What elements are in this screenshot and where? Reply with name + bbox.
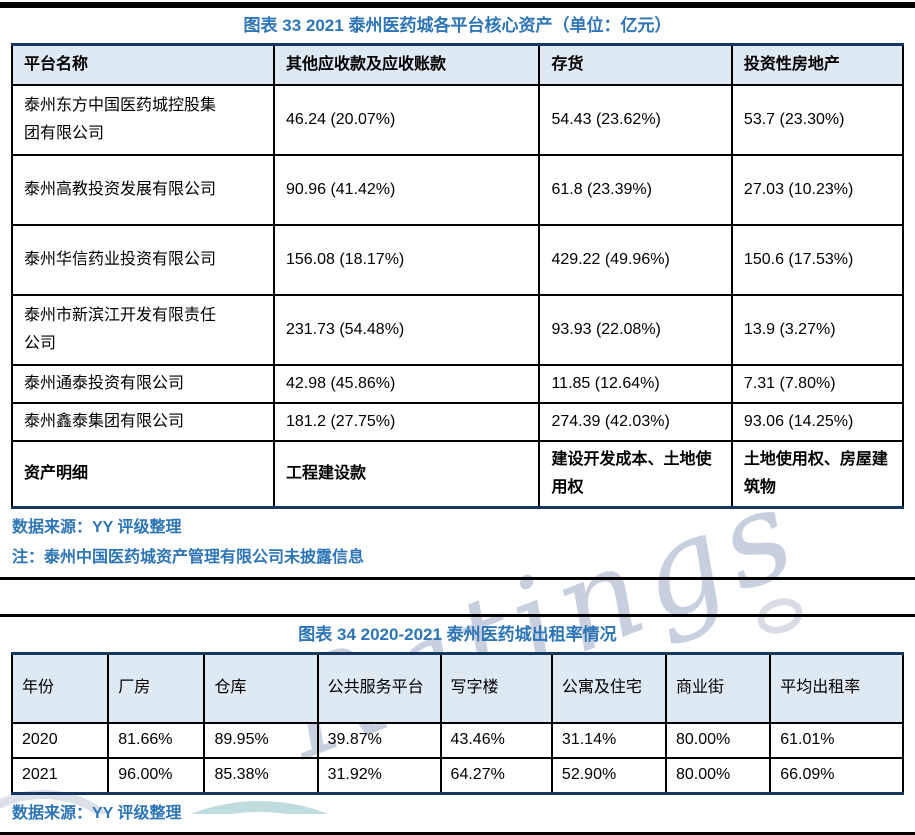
table-cell: 274.39 (42.03%) <box>538 401 733 442</box>
column-header: 其他应收款及应收账款 <box>272 43 541 86</box>
table-cell: 31.92% <box>316 756 442 795</box>
column-header: 存货 <box>538 43 733 86</box>
table-cell: 泰州鑫泰集团有限公司 <box>11 401 275 442</box>
figure-34-block: 图表 34 2020-2021 泰州医药城出租率情况 年份 厂房 仓库 公共服务平台写… <box>0 613 915 835</box>
table-cell: 42.98 (45.86%) <box>272 363 541 404</box>
occupancy-rate-table: 年份 厂房 仓库 公共服务平台 写字楼 公寓及住宅 商业街 平均出租率 2020 81.66% 89… <box>10 651 904 795</box>
header-row: 平台名称 其他应收款及应收账款 存货 投资性房地产 <box>11 43 905 86</box>
section-gap <box>0 580 915 614</box>
top-divider-rule <box>0 2 915 8</box>
table-cell: 52.90% <box>550 756 667 795</box>
table-cell: 2020 <box>10 722 110 759</box>
table-cell: 2021 <box>10 756 110 795</box>
table-cell: 建设开发成本、土地使用权 <box>538 439 733 508</box>
table-cell: 46.24 (20.07%) <box>272 83 541 156</box>
table-cell: 429.22 (49.96%) <box>538 223 733 296</box>
table-cell: 43.46% <box>439 722 553 759</box>
figure-34-title: 图表 34 2020-2021 泰州医药城出租率情况 <box>298 624 617 644</box>
table-cell: 泰州市新滨江开发有限责任公司 <box>11 293 275 366</box>
data-source-note: 数据来源：YY 评级整理 <box>12 518 182 536</box>
core-assets-table: 平台名称 其他应收款及应收账款 存货 投资性房地产 泰州东方中国医药城控股集团有限公司 4… <box>11 43 905 509</box>
table-cell: 泰州东方中国医药城控股集团有限公司 <box>11 83 275 156</box>
column-header: 年份 <box>10 652 110 724</box>
table-cell: 156.08 (18.17%) <box>272 223 541 296</box>
page-bottom-rule <box>0 831 915 835</box>
table-cell: 96.00% <box>107 756 206 795</box>
column-header: 写字楼 <box>439 652 553 724</box>
table-cell: 39.87% <box>316 722 442 759</box>
table-cell: 150.6 (17.53%) <box>730 223 905 296</box>
table-cell: 工程建设款 <box>272 439 541 508</box>
table-cell: 66.09% <box>769 756 904 795</box>
table-cell: 81.66% <box>107 722 206 759</box>
table-row: 2021 96.00% 85.38% 31.92% 64.27% 52.90% 80.00%… <box>10 756 904 795</box>
table-row: 泰州东方中国医药城控股集团有限公司 46.24 (20.07%) 54.43 (23… <box>11 83 905 156</box>
table-cell: 64.27% <box>439 756 553 795</box>
section-bottom-rule <box>0 576 915 580</box>
table-cell: 泰州通泰投资有限公司 <box>11 363 275 404</box>
figure-33-title: 图表 33 2021 泰州医药城各平台核心资产（单位：亿元） <box>243 16 672 35</box>
table-cell: 80.00% <box>664 756 772 795</box>
table-cell: 泰州华信药业投资有限公司 <box>11 223 275 296</box>
data-source-note: 数据来源：YY 评级整理 <box>12 804 182 822</box>
table-cell: 27.03 (10.23%) <box>730 153 905 226</box>
column-header: 商业街 <box>664 652 772 724</box>
section-top-rule <box>0 613 915 617</box>
column-header: 平台名称 <box>11 43 275 86</box>
table-cell: 85.38% <box>203 756 319 795</box>
table-cell: 11.85 (12.64%) <box>538 363 733 404</box>
asset-detail-row: 资产明细 工程建设款 建设开发成本、土地使用权 土地使用权、房屋建筑物 <box>11 439 905 508</box>
table-cell: 181.2 (27.75%) <box>272 401 541 442</box>
table-cell: 资产明细 <box>11 439 275 508</box>
table-cell: 13.9 (3.27%) <box>730 293 905 366</box>
column-header: 仓库 <box>203 652 319 724</box>
table-row: 2020 81.66% 89.95% 39.87% 43.46% 31.14% 80.00%… <box>10 722 904 759</box>
column-header: 平均出租率 <box>769 652 904 724</box>
table-row: 泰州通泰投资有限公司 42.98 (45.86%) 11.85 (12.64%) 7.… <box>11 363 905 404</box>
column-header: 公共服务平台 <box>316 652 442 724</box>
table-row: 泰州市新滨江开发有限责任公司 231.73 (54.48%) 93.93 (22.0… <box>11 293 905 366</box>
table-cell: 90.96 (41.42%) <box>272 153 541 226</box>
table-cell: 土地使用权、房屋建筑物 <box>730 439 905 508</box>
table-row: 泰州鑫泰集团有限公司 181.2 (27.75%) 274.39 (42.03%) 9… <box>11 401 905 442</box>
table-cell: 80.00% <box>664 722 772 759</box>
column-header: 厂房 <box>107 652 206 724</box>
table-cell: 31.14% <box>550 722 667 759</box>
table-row: 泰州华信药业投资有限公司 156.08 (18.17%) 429.22 (49.96… <box>11 223 905 296</box>
table-cell: 54.43 (23.62%) <box>538 83 733 156</box>
table-cell: 53.7 (23.30%) <box>730 83 905 156</box>
column-header: 公寓及住宅 <box>550 652 667 724</box>
header-row: 年份 厂房 仓库 公共服务平台 写字楼 公寓及住宅 商业街 平均出租率 <box>10 652 904 724</box>
column-header: 投资性房地产 <box>730 43 905 86</box>
table-cell: 7.31 (7.80%) <box>730 363 905 404</box>
table-cell: 61.8 (23.39%) <box>538 153 733 226</box>
table-cell: 231.73 (54.48%) <box>272 293 541 366</box>
table-cell: 93.06 (14.25%) <box>730 401 905 442</box>
table-cell: 93.93 (22.08%) <box>538 293 733 366</box>
disclosure-note: 注：泰州中国医药城资产管理有限公司未披露信息 <box>12 548 365 566</box>
figure-33-block: 图表 33 2021 泰州医药城各平台核心资产（单位：亿元） 平台名称 其他应收款… <box>0 2 915 580</box>
table-row: 泰州高教投资发展有限公司 90.96 (41.42%) 61.8 (23.39%) 2… <box>11 153 905 226</box>
table-cell: 61.01% <box>769 722 904 759</box>
table-cell: 89.95% <box>203 722 319 759</box>
table-cell: 泰州高教投资发展有限公司 <box>11 153 275 226</box>
